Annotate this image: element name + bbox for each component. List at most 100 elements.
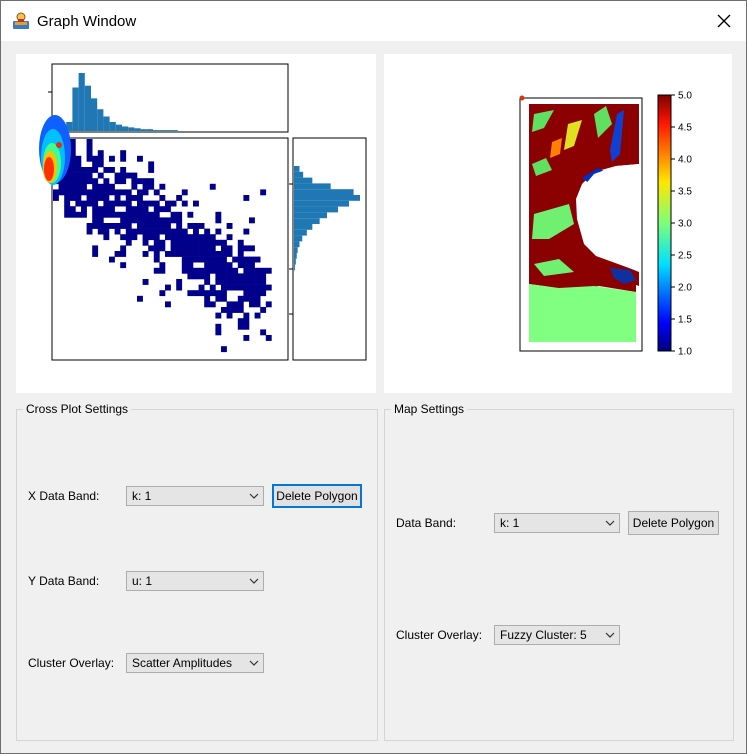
density-cell	[159, 245, 166, 252]
cross-plot-cluster-overlay-label: Cluster Overlay:	[28, 656, 115, 670]
density-cell	[193, 245, 199, 252]
density-cell	[53, 195, 59, 201]
density-cell	[243, 228, 250, 235]
density-cell	[86, 150, 93, 157]
right-histogram-bar	[294, 253, 297, 259]
top-histogram-bar	[128, 127, 135, 131]
density-cell	[97, 172, 104, 179]
density-cell	[148, 178, 155, 185]
x-data-band-select[interactable]: k: 1	[126, 486, 264, 506]
density-cell	[193, 251, 199, 257]
density-cell	[125, 228, 132, 235]
density-cell	[243, 273, 250, 280]
right-histogram-bar	[294, 166, 300, 172]
density-cell	[237, 256, 244, 263]
density-cell	[232, 301, 239, 308]
density-cell	[243, 284, 250, 291]
cross-plot-delete-polygon-button[interactable]: Delete Polygon	[272, 484, 362, 508]
density-cell	[120, 251, 127, 257]
density-cell	[148, 245, 155, 252]
density-cell	[170, 211, 177, 218]
density-cell	[114, 178, 121, 185]
cross-plot-chart	[39, 63, 367, 361]
density-cell	[64, 195, 71, 201]
density-cell	[204, 228, 211, 235]
map-data-band-select[interactable]: k: 1	[494, 513, 620, 533]
density-cell	[58, 189, 65, 196]
density-cell	[153, 200, 160, 207]
density-cell	[131, 206, 138, 213]
title-bar[interactable]: Graph Window	[1, 1, 746, 41]
density-cell	[114, 228, 121, 235]
density-cell	[215, 256, 222, 263]
map-cluster-overlay-select[interactable]: Fuzzy Cluster: 5	[494, 625, 620, 645]
density-cell	[120, 178, 127, 185]
y-data-band-select[interactable]: u: 1	[126, 571, 264, 591]
top-histogram-bar	[122, 126, 129, 131]
density-hotspot	[44, 157, 54, 181]
density-cell	[198, 234, 205, 241]
cross-plot-panel	[16, 54, 376, 393]
density-cell	[221, 262, 227, 269]
density-cell	[137, 178, 143, 185]
cross-plot-cluster-overlay-select[interactable]: Scatter Amplitudes	[126, 653, 264, 673]
right-histogram-bar	[294, 258, 296, 265]
chevron-down-icon	[245, 660, 263, 666]
right-histogram-bar	[294, 218, 320, 224]
density-cell	[209, 256, 216, 263]
density-cell	[103, 200, 110, 207]
density-cell	[198, 284, 205, 291]
density-cell	[92, 167, 99, 173]
close-button[interactable]	[701, 1, 746, 41]
density-cell	[254, 267, 261, 274]
top-histogram-bar	[171, 130, 178, 131]
cross-plot-settings-title: Cross Plot Settings	[23, 402, 132, 416]
top-histogram-bar	[165, 130, 172, 131]
density-cell	[215, 290, 222, 297]
density-cell	[148, 161, 155, 168]
top-histogram-bar	[72, 87, 79, 131]
density-cell	[69, 150, 76, 157]
density-cell	[153, 256, 160, 263]
density-cell	[159, 267, 166, 274]
density-cell	[215, 295, 222, 302]
density-cell	[226, 301, 233, 308]
density-cell	[237, 301, 244, 308]
density-cell	[64, 189, 71, 196]
right-histogram-bar	[294, 247, 298, 253]
window-title: Graph Window	[37, 13, 137, 30]
density-cell	[148, 183, 155, 190]
density-cell	[165, 228, 171, 235]
density-cell	[153, 223, 160, 229]
top-histogram-bar	[66, 121, 73, 131]
density-cell	[69, 206, 76, 213]
density-cell	[103, 211, 110, 218]
density-cell	[81, 178, 87, 185]
density-cell	[92, 155, 99, 162]
map-delete-polygon-button[interactable]: Delete Polygon	[628, 511, 719, 535]
right-histogram	[294, 166, 360, 271]
density-cell	[221, 256, 227, 263]
density-cell	[142, 211, 149, 218]
density-cell	[97, 189, 104, 196]
density-cell	[176, 234, 183, 241]
density-cell	[153, 228, 160, 235]
density-cell	[92, 200, 99, 207]
density-cell	[209, 245, 216, 252]
density-cell	[237, 295, 244, 302]
density-cell	[198, 251, 205, 257]
density-cell	[226, 279, 233, 285]
density-cell	[221, 245, 227, 252]
density-cell	[221, 284, 227, 291]
density-cell	[215, 251, 222, 257]
density-cell	[125, 234, 132, 241]
density-cell	[97, 223, 104, 229]
density-cell	[142, 228, 149, 235]
density-cell	[204, 279, 211, 285]
density-cell	[131, 217, 138, 224]
density-cell	[243, 245, 250, 252]
density-cell	[165, 251, 171, 257]
density-cell	[204, 256, 211, 263]
density-cell	[221, 307, 227, 313]
top-histogram-bar	[97, 109, 104, 131]
